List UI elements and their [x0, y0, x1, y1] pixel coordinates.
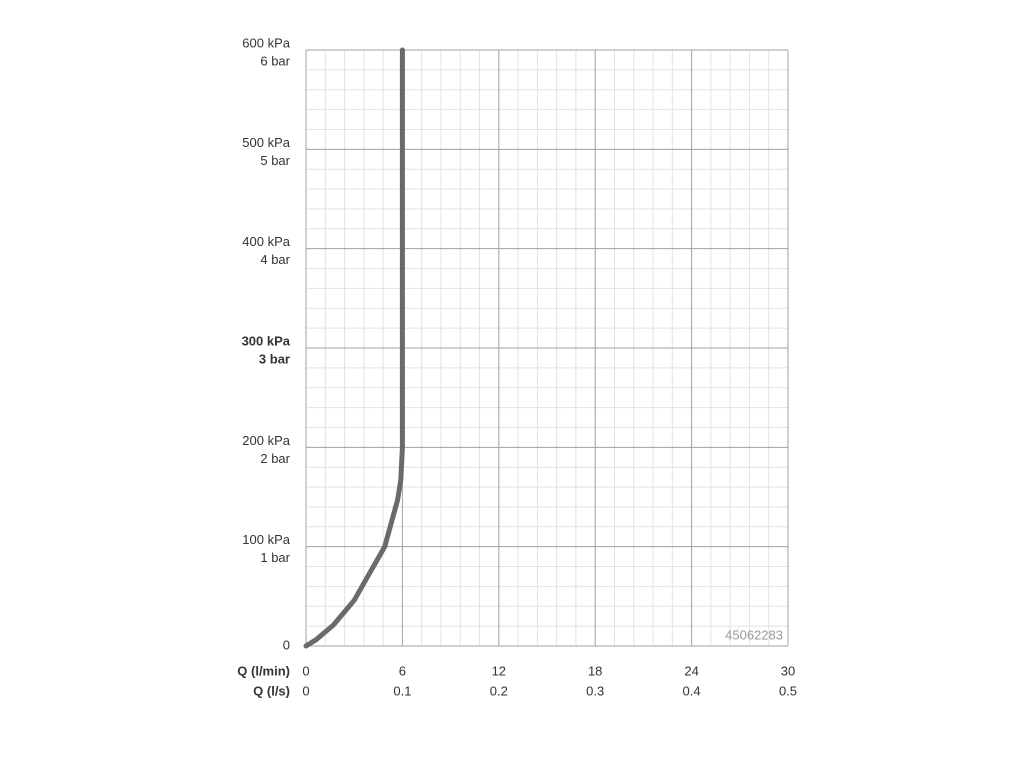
y-tick-label-secondary: 3 bar [259, 351, 290, 366]
y-tick-label: 200 kPa [242, 433, 290, 448]
y-tick-label-secondary: 1 bar [260, 550, 290, 565]
x2-tick-label: 0 [302, 683, 309, 698]
annotation: 45062283 [725, 627, 783, 642]
y-tick-label: 100 kPa [242, 532, 290, 547]
x2-tick-label: 0.4 [683, 683, 701, 698]
x2-tick-label: 0.3 [586, 683, 604, 698]
x-axis-label: Q (l/min) [237, 663, 290, 678]
x2-tick-label: 0.5 [779, 683, 797, 698]
y-tick-label-secondary: 6 bar [260, 53, 290, 68]
x-tick-label: 18 [588, 663, 602, 678]
x-tick-label: 24 [684, 663, 698, 678]
y-tick-label: 500 kPa [242, 135, 290, 150]
x-tick-label: 6 [399, 663, 406, 678]
y-tick-label-secondary: 5 bar [260, 153, 290, 168]
x2-tick-label: 0.1 [393, 683, 411, 698]
y-tick-label: 400 kPa [242, 234, 290, 249]
x2-tick-label: 0.2 [490, 683, 508, 698]
y-tick-label: 600 kPa [242, 35, 290, 50]
y-tick-label: 0 [283, 637, 290, 652]
x2-axis-label: Q (l/s) [253, 683, 290, 698]
y-tick-label: 300 kPa [242, 333, 291, 348]
x-tick-label: 12 [492, 663, 506, 678]
flow-curve [303, 47, 405, 649]
y-tick-label-secondary: 4 bar [260, 252, 290, 267]
x-tick-label: 30 [781, 663, 795, 678]
y-tick-label-secondary: 2 bar [260, 451, 290, 466]
x-tick-label: 0 [302, 663, 309, 678]
